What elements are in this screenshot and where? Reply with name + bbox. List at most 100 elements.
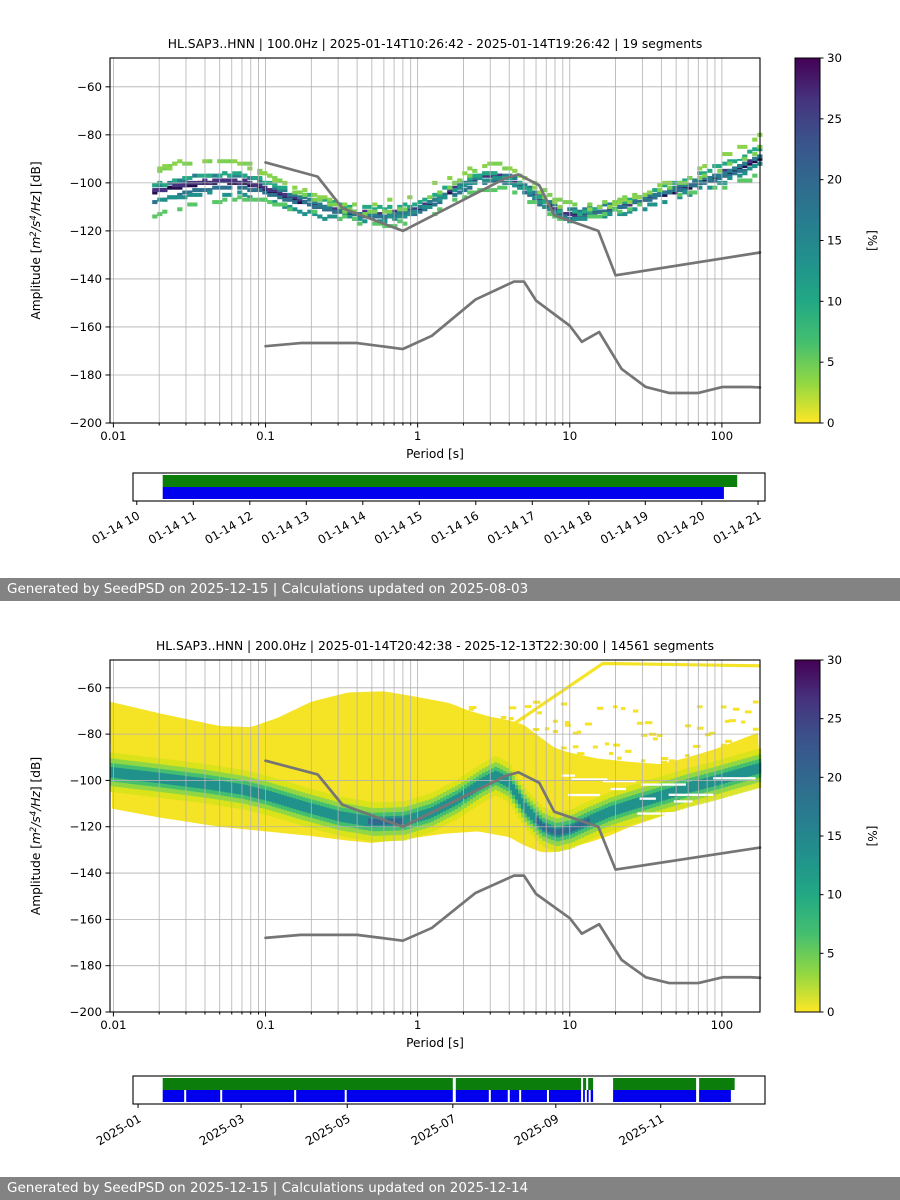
timeline-tick-label: 01-14 21 — [711, 508, 764, 547]
psd-cell — [312, 197, 318, 202]
psd-band-cell — [662, 789, 666, 801]
psd-band-cell — [509, 779, 513, 791]
psd-cell — [652, 195, 658, 200]
psd-band-cell — [221, 781, 225, 792]
psd-cell — [732, 171, 738, 176]
psd-cell — [322, 197, 328, 202]
psd-speckle — [704, 733, 712, 737]
psd-cell — [742, 154, 748, 159]
footer-text-2: Generated by SeedPSD on 2025-12-15 | Cal… — [7, 1180, 529, 1196]
psd-cell — [237, 185, 243, 190]
psd-cell — [597, 204, 603, 209]
x-tick-label: 0.1 — [256, 1018, 275, 1032]
psd-cell — [467, 178, 473, 183]
psd-cell — [557, 216, 563, 221]
psd-cell — [197, 173, 203, 178]
psd-band-cell — [473, 782, 477, 794]
psd-band-cell — [677, 785, 681, 797]
psd-cell — [282, 185, 288, 190]
psd-cell — [277, 195, 283, 200]
psd-cell — [482, 171, 488, 176]
psd-heatmap — [110, 661, 762, 853]
psd-cell — [352, 216, 358, 221]
y-tick-label: −60 — [77, 681, 102, 695]
psd-cell — [607, 209, 613, 214]
psd-band-core-cell — [551, 827, 555, 834]
psd-cell — [312, 212, 318, 217]
psd-cell — [152, 183, 158, 188]
psd-band-cell — [626, 800, 630, 812]
psd-cell — [372, 207, 378, 212]
psd-cell — [747, 149, 753, 154]
psd-cell — [702, 178, 708, 183]
psd-cell — [232, 197, 238, 202]
psd-cell — [442, 185, 448, 190]
psd-band-cell — [638, 797, 642, 808]
nlnm-line — [264, 874, 762, 985]
psd-cell — [252, 183, 258, 188]
psd-band-cell — [611, 805, 615, 817]
x-tick-label: 1 — [414, 429, 422, 443]
psd-band-cell — [236, 783, 240, 795]
timeline-blue-bar-gap — [488, 1090, 491, 1102]
psd-cell — [742, 164, 748, 169]
psd-band-cell — [125, 768, 129, 780]
psd-cell — [592, 209, 598, 214]
psd-cell — [442, 195, 448, 200]
psd-cell — [582, 214, 588, 219]
psd-cell — [557, 204, 563, 209]
psd-speckle — [696, 726, 704, 730]
psd-cell — [272, 200, 278, 205]
psd-speckle — [692, 744, 701, 748]
psd-cell — [727, 161, 733, 166]
psd-cell — [312, 202, 318, 207]
psd-cell — [242, 192, 248, 197]
psd-cell — [172, 195, 178, 200]
y-tick-label: −160 — [70, 320, 102, 334]
psd-cell — [227, 185, 233, 190]
psd-cell — [717, 168, 723, 173]
psd-speckle — [668, 759, 675, 763]
psd-cell — [302, 188, 308, 193]
x-tick-label: 0.01 — [100, 1018, 126, 1032]
psd-cell — [372, 221, 378, 226]
psd-speckle — [532, 700, 541, 704]
psd-cell — [377, 214, 383, 219]
plot-title: HL.SAP3..HNN | 100.0Hz | 2025-01-14T10:2… — [168, 37, 703, 52]
psd-cell — [372, 212, 378, 217]
psd-band-core-cell — [395, 818, 399, 825]
psd-cell — [542, 188, 548, 193]
psd-cell — [557, 207, 563, 212]
psd-cell — [272, 178, 278, 183]
psd-cell — [642, 195, 648, 200]
psd-band-cell — [710, 776, 714, 788]
psd-band-cell — [275, 792, 279, 804]
psd-cell — [662, 192, 668, 197]
psd-cell — [362, 219, 368, 224]
timeline-tick-label: 2025-11 — [617, 1111, 667, 1148]
psd-band-cell — [515, 788, 519, 800]
psd-cell — [392, 209, 398, 214]
psd-cell — [747, 159, 753, 164]
timeline-tick-label: 01-14 16 — [428, 508, 481, 547]
psd-cell — [652, 202, 658, 207]
psd-speckle — [684, 754, 690, 758]
psd-cell — [262, 188, 268, 193]
psd-cell — [572, 216, 578, 221]
psd-cell — [267, 190, 273, 195]
psd-cell — [342, 202, 348, 207]
psd-band-cell — [188, 776, 192, 788]
psd-cell — [507, 166, 513, 171]
psd-cell — [602, 209, 608, 214]
psd-speckle — [740, 720, 746, 724]
psd-cell — [157, 168, 163, 173]
psd-band-cell — [689, 781, 693, 793]
psd-band-cell — [467, 786, 471, 798]
psd-cell — [272, 188, 278, 193]
timeline-blue-bar — [162, 487, 724, 499]
psd-cell — [192, 183, 198, 188]
colorbar-tick-label: 5 — [827, 946, 835, 960]
psd-cell — [327, 200, 333, 205]
psd-cell — [257, 176, 263, 181]
timeline-green-bar-gap — [452, 1078, 456, 1090]
